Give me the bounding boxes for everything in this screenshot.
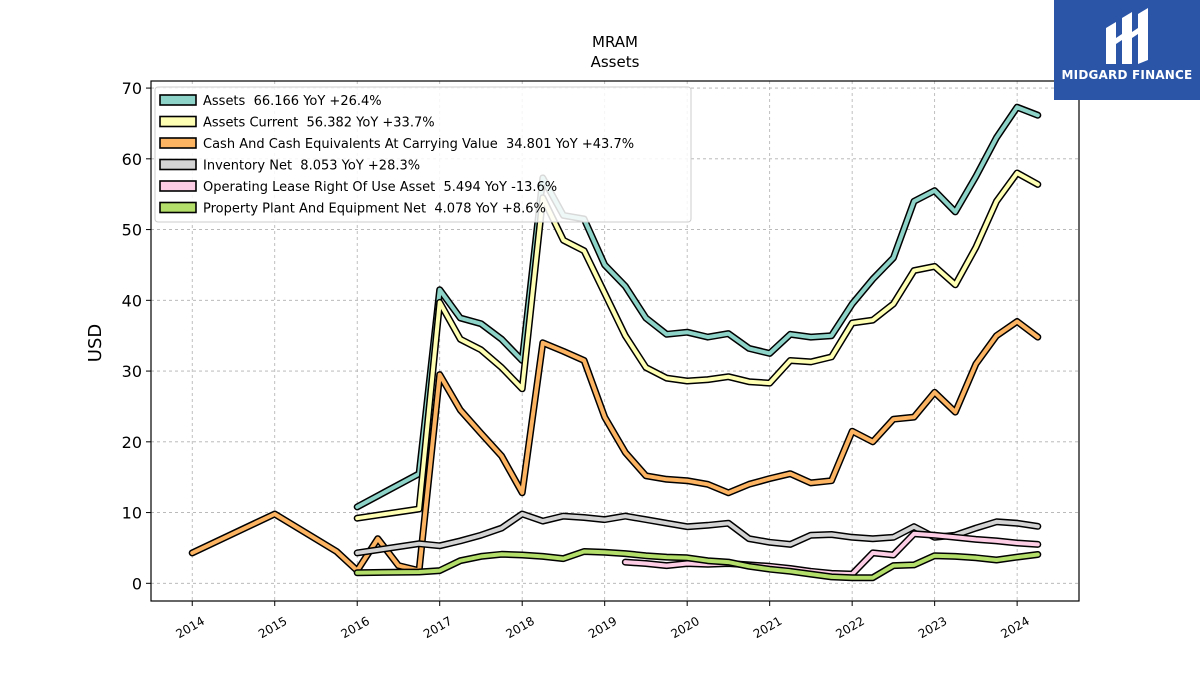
series-line-outline-1: [353, 169, 1042, 522]
y-tick-label: 50: [122, 221, 142, 240]
y-tick-label: 20: [122, 433, 142, 452]
legend-label-3: Inventory Net 8.053 YoY +28.3%: [203, 159, 420, 174]
x-tick-label: 2018: [503, 614, 536, 641]
y-tick-label: 10: [122, 504, 142, 523]
x-tick-label: 2015: [256, 614, 289, 641]
x-tick-label: 2024: [998, 614, 1031, 641]
legend-swatch-5: [159, 201, 197, 214]
x-tick-label: 2014: [174, 614, 207, 641]
y-tick-label: 70: [122, 79, 142, 98]
x-tick-label: 2023: [916, 614, 949, 641]
legend-label-1: Assets Current 56.382 YoY +33.7%: [203, 116, 435, 131]
brand-logo: MIDGARD FINANCE: [1054, 0, 1200, 100]
legend-label-0: Assets 66.166 YoY +26.4%: [203, 94, 382, 109]
y-axis-label: USD: [85, 324, 106, 362]
series-lines: [188, 103, 1042, 582]
legend-label-2: Cash And Cash Equivalents At Carrying Va…: [203, 137, 634, 152]
x-tick-label: 2016: [338, 614, 371, 641]
legend-box: [154, 86, 692, 223]
legend-swatch-1: [159, 115, 197, 128]
x-tick-label: 2019: [586, 614, 619, 641]
x-tick-label: 2017: [421, 614, 454, 641]
series-line-0: [355, 105, 1040, 509]
series-line-1: [355, 171, 1040, 521]
legend-label-4: Operating Lease Right Of Use Asset 5.494…: [203, 180, 557, 195]
y-tick-label: 0: [132, 574, 142, 593]
x-tick-label: 2021: [751, 614, 784, 641]
brand-name: MIDGARD FINANCE: [1061, 68, 1193, 82]
y-tick-label: 40: [122, 291, 142, 310]
legend-swatch-4: [159, 180, 197, 192]
legend-swatch-2: [159, 137, 197, 149]
x-tick-label: 2020: [668, 614, 701, 641]
y-tick-label: 60: [122, 150, 142, 169]
brand-logo-mark-icon: [1106, 8, 1148, 64]
plot-frame: [150, 80, 1080, 602]
legend-swatch-0: [159, 94, 197, 106]
chart-title: MRAM: [592, 33, 638, 51]
legend: Assets 66.166 YoY +26.4% Assets Current 5…: [154, 86, 692, 223]
legend-swatch-3: [159, 158, 197, 171]
legend-label-5: Property Plant And Equipment Net 4.078 Y…: [203, 202, 546, 217]
y-tick-label: 30: [122, 362, 142, 381]
chart-subtitle: Assets: [591, 53, 640, 71]
x-tick-label: 2022: [833, 614, 866, 641]
series-line-5: [355, 549, 1040, 580]
